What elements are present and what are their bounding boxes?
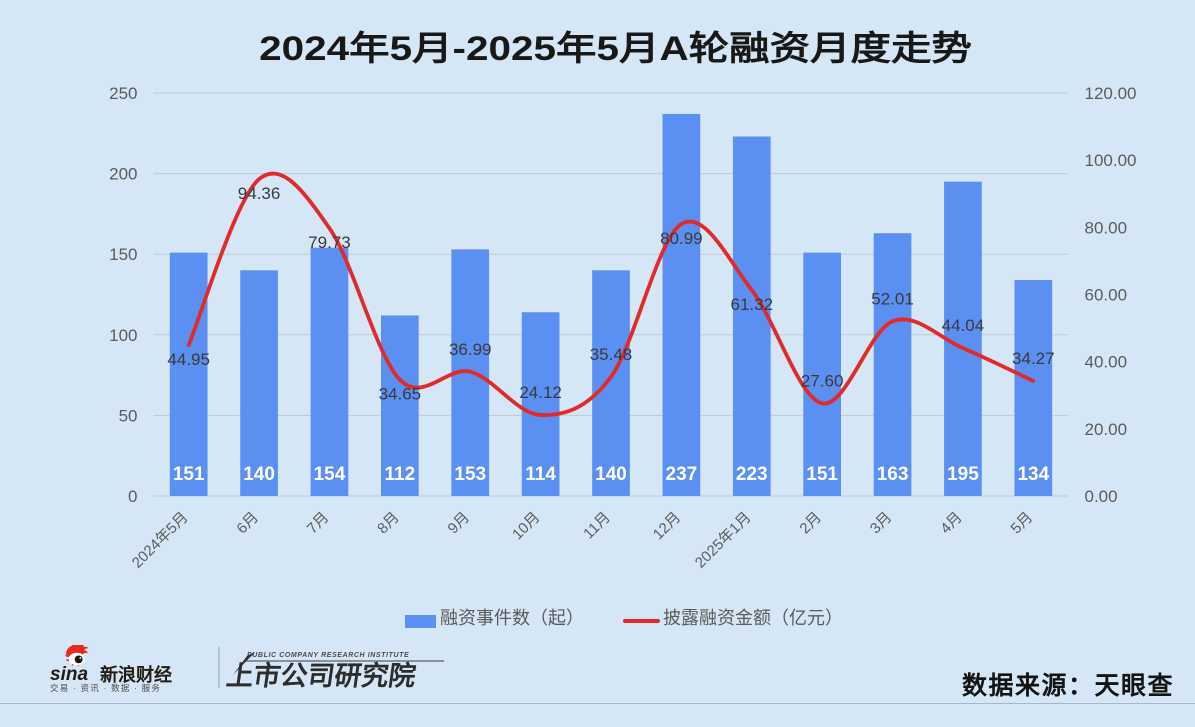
svg-text:20.00: 20.00 — [1085, 420, 1128, 439]
svg-text:140: 140 — [243, 464, 275, 485]
svg-text:150: 150 — [109, 245, 137, 264]
svg-text:2025年1月: 2025年1月 — [692, 509, 755, 572]
svg-text:151: 151 — [173, 464, 205, 485]
svg-text:44.95: 44.95 — [167, 350, 210, 369]
svg-text:12月: 12月 — [650, 509, 684, 543]
svg-text:披露融资金额（亿元）: 披露融资金额（亿元） — [663, 608, 843, 628]
svg-text:36.99: 36.99 — [449, 340, 492, 359]
svg-text:237: 237 — [666, 464, 698, 485]
svg-text:0.00: 0.00 — [1085, 487, 1118, 506]
svg-text:27.60: 27.60 — [801, 371, 844, 390]
svg-text:52.01: 52.01 — [871, 289, 914, 308]
svg-text:交易 · 资讯 · 数据 · 服务: 交易 · 资讯 · 数据 · 服务 — [50, 683, 161, 692]
svg-text:sina: sina — [50, 664, 88, 685]
svg-text:94.36: 94.36 — [238, 184, 281, 203]
svg-text:0: 0 — [128, 487, 137, 506]
svg-text:200: 200 — [109, 165, 137, 184]
svg-text:35.48: 35.48 — [590, 345, 633, 364]
svg-text:60.00: 60.00 — [1085, 286, 1128, 305]
svg-text:112: 112 — [385, 464, 416, 485]
svg-text:8月: 8月 — [374, 509, 403, 538]
svg-text:上市公司研究院: 上市公司研究院 — [225, 660, 418, 691]
svg-text:100.00: 100.00 — [1085, 151, 1137, 170]
svg-text:40.00: 40.00 — [1085, 353, 1128, 372]
svg-text:6月: 6月 — [233, 509, 262, 538]
svg-text:223: 223 — [736, 464, 768, 485]
svg-text:154: 154 — [314, 464, 346, 485]
svg-text:151: 151 — [806, 464, 838, 485]
svg-text:250: 250 — [109, 84, 137, 103]
svg-text:140: 140 — [595, 464, 627, 485]
svg-text:163: 163 — [877, 464, 909, 485]
svg-text:2024年5月: 2024年5月 — [129, 509, 192, 572]
svg-text:5月: 5月 — [1008, 509, 1037, 538]
svg-text:195: 195 — [947, 464, 979, 485]
svg-text:2月: 2月 — [796, 509, 825, 538]
svg-text:9月: 9月 — [445, 509, 474, 538]
svg-text:61.32: 61.32 — [730, 295, 773, 314]
svg-text:11月: 11月 — [580, 509, 614, 543]
svg-text:100: 100 — [109, 326, 137, 345]
svg-text:24.12: 24.12 — [519, 383, 562, 402]
svg-text:79.73: 79.73 — [308, 233, 351, 252]
svg-text:80.00: 80.00 — [1085, 218, 1128, 237]
svg-text:80.99: 80.99 — [660, 229, 703, 248]
svg-text:50: 50 — [119, 406, 138, 425]
svg-text:3月: 3月 — [867, 509, 896, 538]
svg-text:120.00: 120.00 — [1085, 84, 1137, 103]
svg-text:新浪财经: 新浪财经 — [100, 664, 172, 685]
svg-text:10月: 10月 — [509, 509, 543, 543]
svg-text:34.65: 34.65 — [379, 385, 422, 404]
svg-text:134: 134 — [1017, 464, 1049, 485]
svg-text:153: 153 — [454, 464, 486, 485]
svg-text:4月: 4月 — [937, 509, 966, 538]
svg-text:34.27: 34.27 — [1012, 349, 1055, 368]
svg-text:PUBLIC COMPANY RESEARCH INSTIT: PUBLIC COMPANY RESEARCH INSTITUTE — [247, 652, 409, 659]
svg-text:7月: 7月 — [304, 509, 333, 538]
svg-text:44.04: 44.04 — [942, 316, 985, 335]
svg-text:融资事件数（起）: 融资事件数（起） — [440, 608, 584, 628]
svg-text:114: 114 — [525, 464, 556, 485]
